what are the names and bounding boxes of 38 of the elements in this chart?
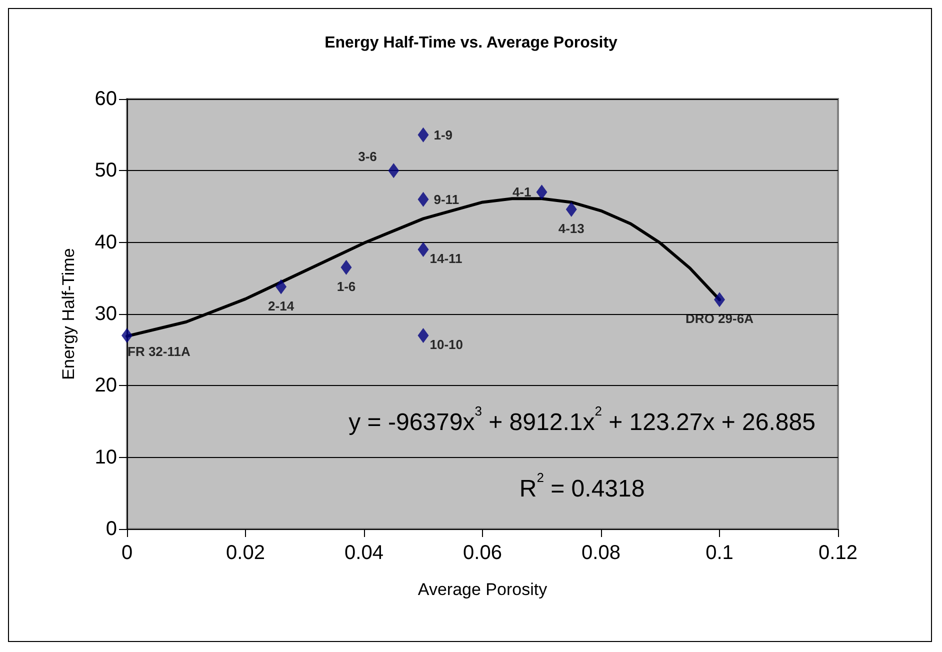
- series-label: 1-9: [434, 127, 453, 142]
- chart-title: Energy Half-Time vs. Average Porosity: [324, 34, 618, 52]
- y-tick-label: 0: [106, 518, 117, 540]
- series-label: 2-14: [268, 298, 295, 314]
- x-tick-label: 0.02: [226, 542, 265, 564]
- y-tick-label: 60: [94, 88, 117, 110]
- point: [418, 242, 429, 257]
- point: [418, 127, 429, 142]
- x-tick-label: 0.04: [344, 542, 384, 564]
- y-tick-label: 20: [94, 374, 117, 397]
- x-tick-label: 0.1: [706, 542, 734, 564]
- series-label: 4-13: [558, 220, 584, 236]
- point: [418, 192, 429, 207]
- series-label: 10-10: [430, 337, 463, 352]
- y-tick-label: 10: [94, 446, 117, 468]
- x-axis-title: Average Porosity: [418, 580, 548, 599]
- series-label: 4-1: [512, 184, 532, 200]
- series-label: 9-11: [434, 192, 460, 207]
- y-tick-label: 40: [94, 231, 117, 254]
- series-label: 1-6: [336, 278, 356, 294]
- x-tick-label: 0.06: [463, 542, 502, 564]
- point: [418, 328, 429, 343]
- y-axis-title: Energy Half-Time: [59, 248, 78, 380]
- point: [340, 260, 352, 275]
- point: [536, 184, 548, 200]
- point: [276, 279, 287, 294]
- point: [122, 328, 132, 343]
- x-tick-label: 0.08: [582, 542, 620, 564]
- series-label: FR 32-11A: [128, 344, 191, 359]
- point: [714, 292, 725, 308]
- point: [566, 202, 577, 217]
- y-tick-label: 50: [94, 160, 117, 182]
- y-tick-label: 30: [94, 303, 117, 325]
- series-label: 3-6: [358, 149, 377, 164]
- x-tick-label: 0.12: [818, 542, 858, 564]
- x-tick-label: 0: [121, 542, 133, 564]
- point: [388, 163, 400, 178]
- series-label: 14-11: [430, 251, 462, 266]
